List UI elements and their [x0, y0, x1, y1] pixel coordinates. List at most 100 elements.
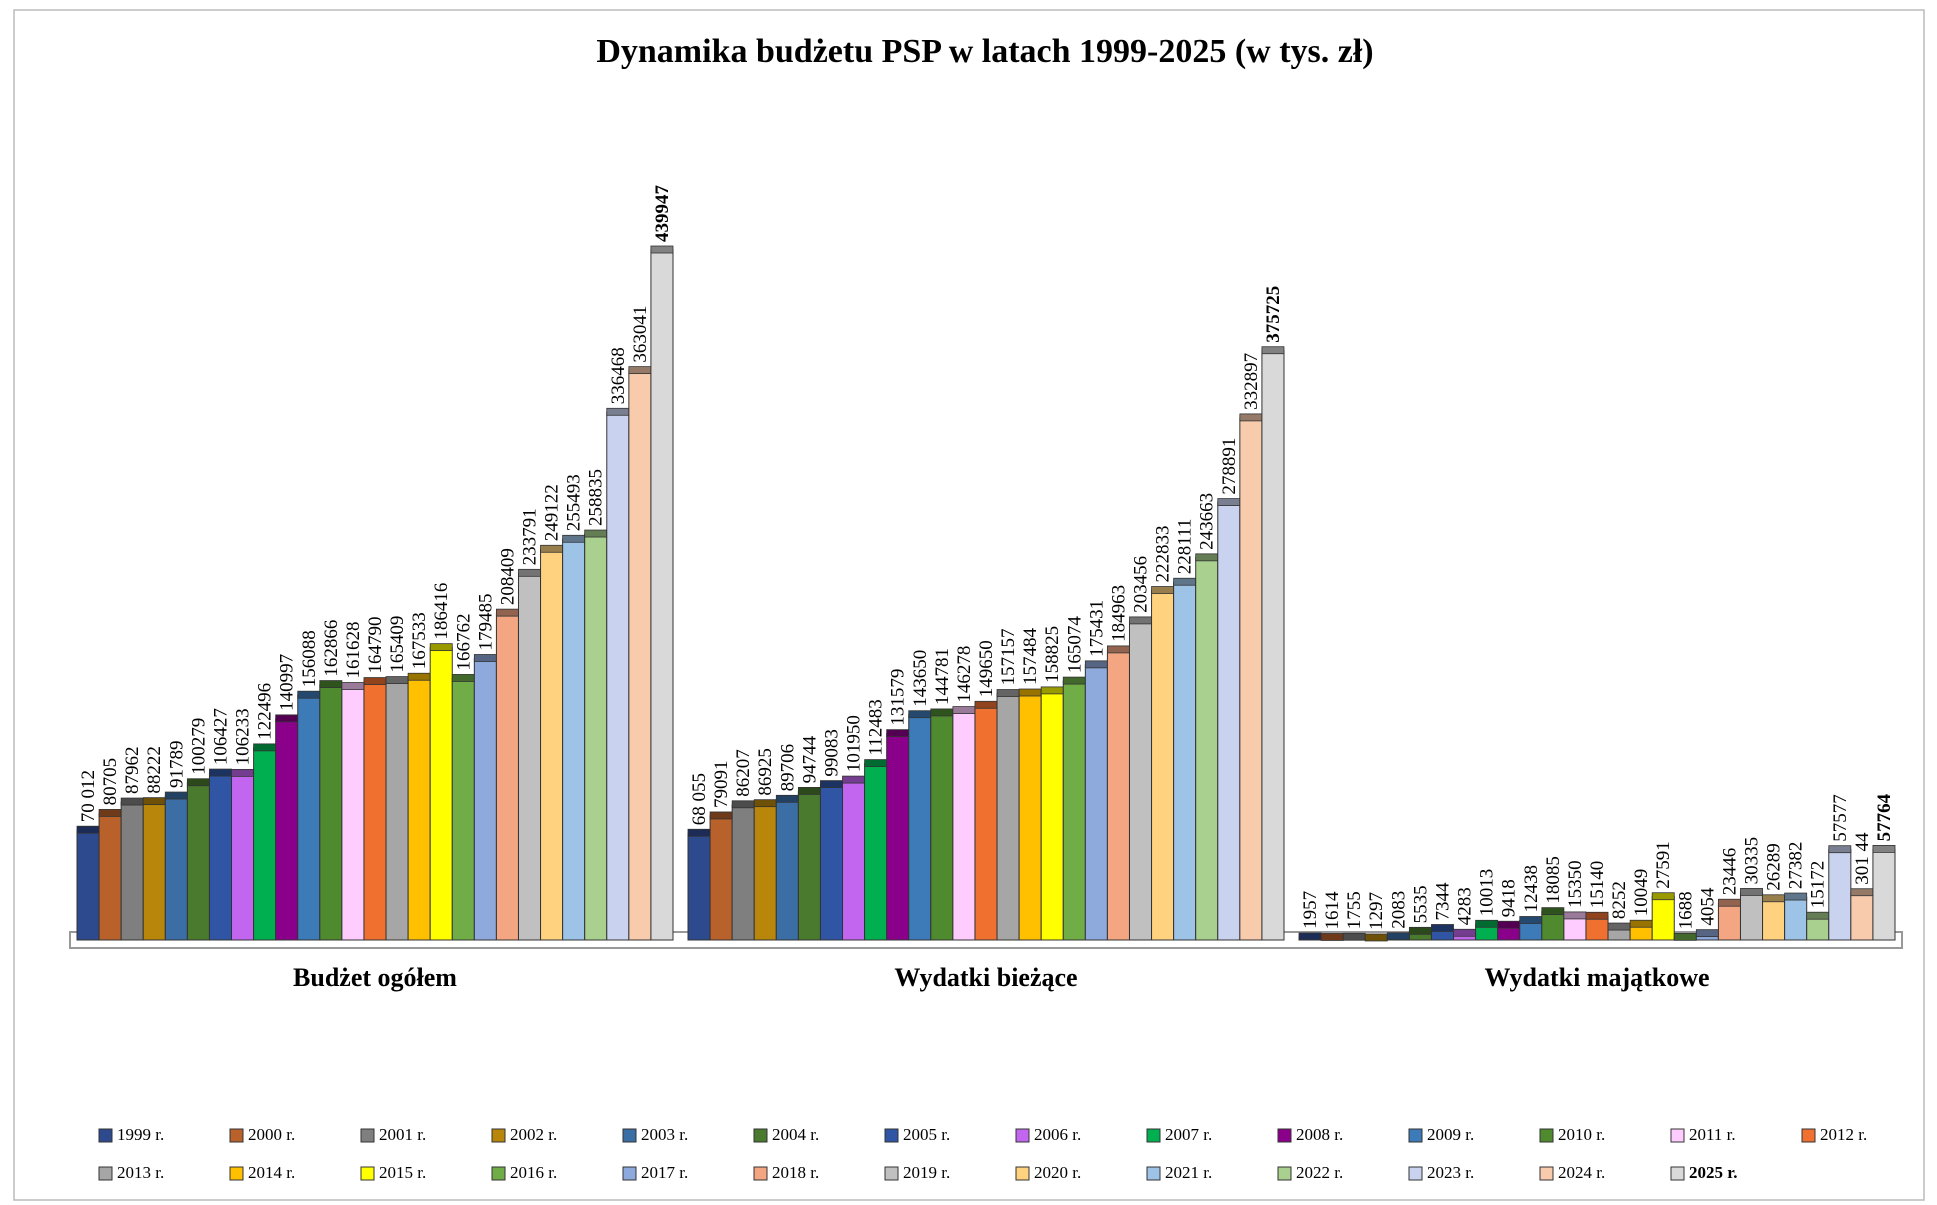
data-label: 144781	[932, 648, 953, 705]
bar-top	[1740, 888, 1763, 896]
bar-top	[363, 677, 387, 685]
bar-top	[1040, 686, 1064, 695]
legend-swatch	[1670, 1128, 1685, 1143]
bar	[1106, 649, 1130, 941]
legend-label: 2005 r.	[903, 1125, 950, 1144]
legend-swatch	[884, 1166, 899, 1181]
data-label: 143650	[910, 650, 931, 707]
data-label: 157157	[998, 629, 1019, 686]
data-label: 10013	[1477, 869, 1498, 917]
bar	[1261, 350, 1285, 941]
data-label: 30335	[1742, 837, 1763, 885]
data-label: 9418	[1499, 879, 1520, 917]
chart-frame	[13, 9, 1925, 1201]
bar-top	[709, 811, 733, 820]
bar	[1872, 848, 1896, 941]
data-label: 146278	[954, 646, 975, 703]
bar-top	[209, 768, 232, 777]
bar-top	[1762, 894, 1786, 903]
legend-label: 2020 r.	[1034, 1163, 1081, 1182]
bar	[606, 411, 630, 941]
data-label: 162866	[321, 620, 342, 677]
bar	[76, 829, 100, 941]
bar-top	[1151, 586, 1175, 594]
bar	[731, 804, 755, 941]
bar	[1585, 915, 1609, 941]
bar	[1084, 664, 1108, 941]
data-label: 15172	[1808, 861, 1829, 909]
bar-top	[231, 768, 254, 777]
bar-top	[1607, 922, 1631, 931]
data-label: 258835	[586, 469, 607, 526]
bar	[1151, 590, 1175, 941]
bar	[1806, 915, 1830, 941]
bar	[1195, 557, 1219, 941]
bar	[886, 733, 910, 941]
legend-swatch	[753, 1128, 768, 1143]
legend-swatch	[622, 1166, 637, 1181]
data-label: 79091	[711, 760, 732, 808]
bar-top	[76, 825, 100, 834]
bar-top	[451, 674, 475, 682]
bar	[186, 782, 210, 941]
legend-swatch	[1015, 1166, 1030, 1181]
bar-top	[518, 568, 541, 577]
bar-top	[1431, 924, 1454, 932]
bar-top	[930, 708, 954, 717]
bar	[930, 712, 954, 941]
bar	[1739, 891, 1764, 941]
legend-label: 2016 r.	[510, 1163, 557, 1182]
bar-top	[1673, 932, 1697, 941]
bar-top	[584, 529, 608, 538]
bar	[864, 763, 888, 941]
bar	[297, 694, 321, 941]
bar-top	[540, 544, 564, 553]
bar-top	[1018, 688, 1042, 697]
legend-swatch	[229, 1128, 244, 1143]
bar-top	[886, 729, 910, 738]
bar-top	[407, 672, 431, 681]
bar-top	[1408, 926, 1432, 935]
legend-swatch	[1670, 1166, 1685, 1181]
data-label: 167533	[409, 612, 430, 669]
bar	[407, 676, 431, 941]
bar-top	[1084, 660, 1108, 669]
bar	[1217, 502, 1241, 941]
data-label: 8252	[1609, 881, 1630, 919]
bar-top	[1173, 577, 1197, 586]
bar-top	[1320, 933, 1344, 941]
legend-swatch	[360, 1128, 375, 1143]
legend-swatch	[1539, 1166, 1554, 1181]
legend-swatch	[1277, 1128, 1292, 1143]
bar-top	[996, 689, 1020, 697]
legend-swatch	[622, 1128, 637, 1143]
data-label: 91789	[166, 741, 187, 789]
bar-top	[120, 797, 144, 806]
bar	[952, 710, 976, 941]
data-label: 5535	[1410, 885, 1431, 923]
bar-top	[1519, 916, 1543, 924]
bar	[584, 533, 608, 941]
data-label: 439947	[652, 185, 673, 243]
data-label: 68 055	[689, 773, 710, 825]
bar	[208, 772, 233, 941]
data-label: 7344	[1432, 882, 1453, 921]
bar	[687, 832, 711, 941]
bar	[1062, 680, 1086, 941]
legend-label: 2011 r.	[1689, 1125, 1736, 1144]
data-label: 332897	[1241, 353, 1262, 410]
bar-top	[1629, 919, 1653, 928]
data-label: 131579	[888, 669, 909, 726]
bar-top	[1806, 911, 1830, 920]
bar-top	[1828, 845, 1852, 854]
bar-top	[606, 407, 630, 416]
bar-top	[974, 700, 998, 709]
data-label: 15140	[1587, 861, 1608, 909]
legend-label: 2003 r.	[641, 1125, 688, 1144]
bar-top	[1298, 932, 1322, 941]
bar-top	[98, 809, 122, 817]
bar	[164, 795, 188, 941]
bar-top	[864, 759, 888, 767]
category-label: Wydatki majątkowe	[1484, 963, 1709, 992]
